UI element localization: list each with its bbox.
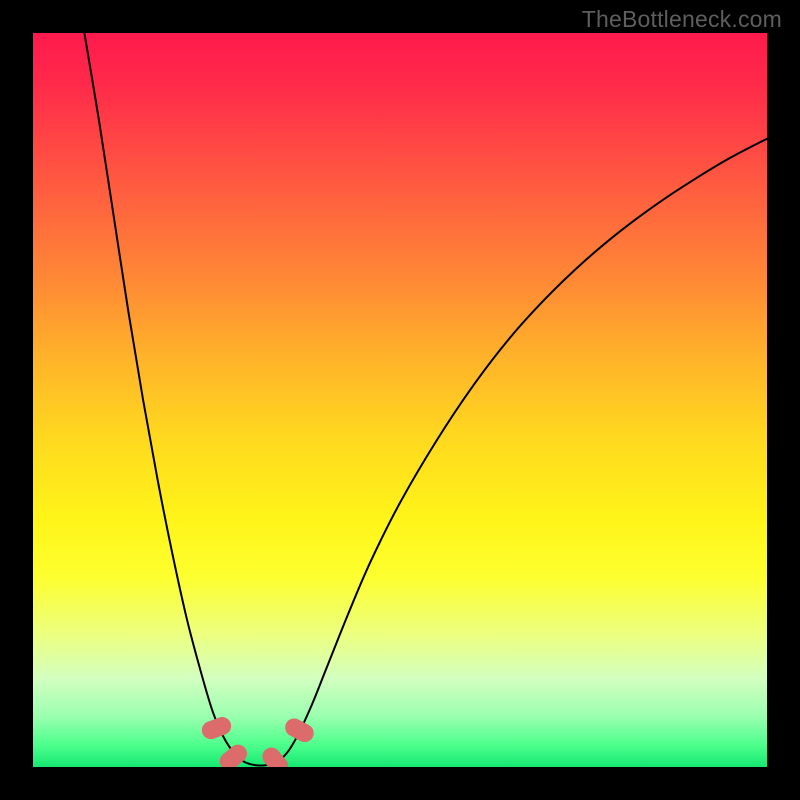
watermark-text: TheBottleneck.com xyxy=(582,6,782,33)
plot-area xyxy=(33,33,767,767)
gradient-background xyxy=(33,33,767,767)
chart-frame: TheBottleneck.com xyxy=(0,0,800,800)
